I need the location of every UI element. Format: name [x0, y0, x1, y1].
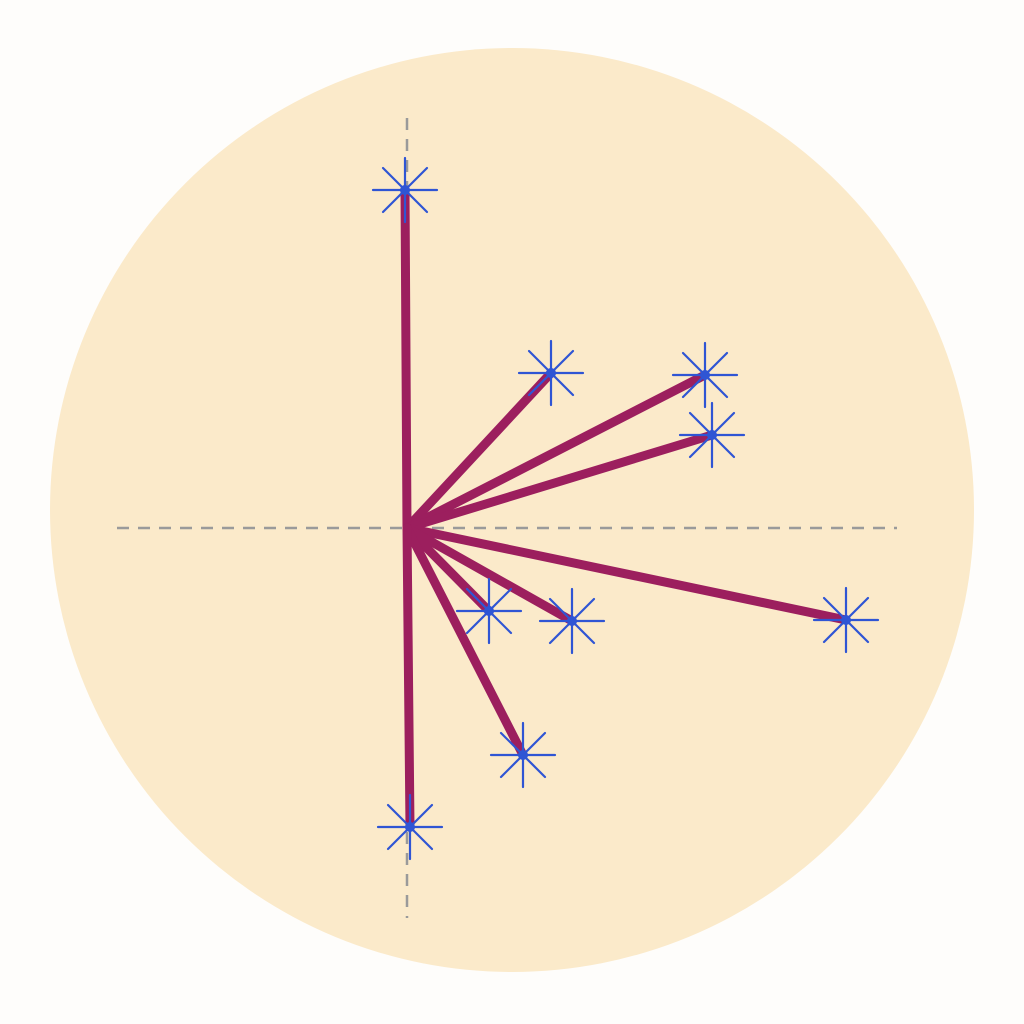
star-marker-6	[538, 587, 606, 655]
vector-6	[402, 523, 577, 626]
star-marker-4	[678, 401, 746, 469]
star-marker-3	[671, 341, 739, 409]
star-marker-8	[489, 721, 557, 789]
vector-1	[400, 185, 412, 533]
background-disc	[50, 48, 974, 972]
star-marker-2	[517, 339, 585, 407]
vector-8	[402, 523, 528, 760]
vector-4	[402, 430, 717, 533]
vector-9	[402, 523, 415, 832]
star-marker-9	[376, 793, 444, 861]
vector-5	[402, 523, 851, 625]
star-marker-5	[812, 586, 880, 654]
star-marker-1	[371, 156, 439, 224]
vectors-group	[400, 185, 851, 832]
star-marker-7	[455, 577, 523, 645]
markers-group	[371, 156, 880, 861]
vector-2	[402, 368, 556, 533]
vector-3	[402, 370, 710, 533]
